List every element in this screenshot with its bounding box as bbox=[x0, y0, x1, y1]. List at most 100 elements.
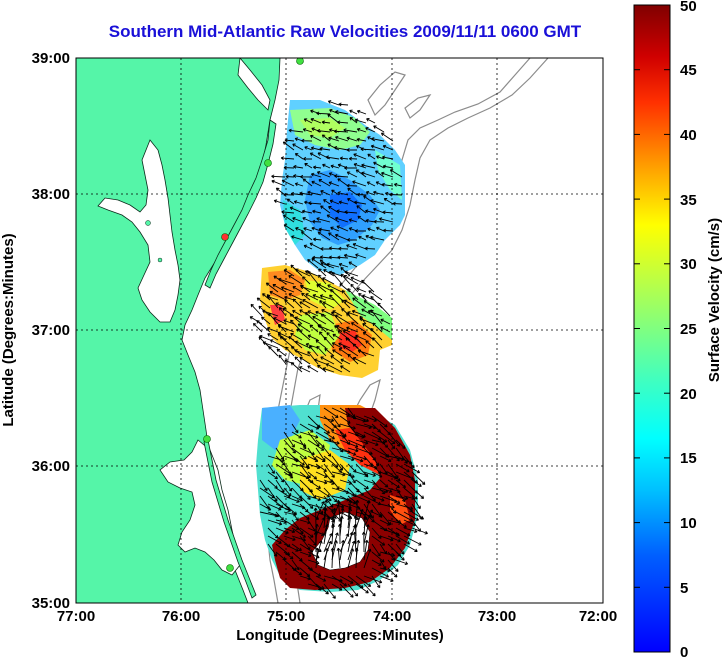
velocity-arrow bbox=[387, 439, 396, 450]
velocity-arrow bbox=[379, 487, 393, 493]
velocity-arrow bbox=[323, 479, 335, 485]
velocity-arrow bbox=[321, 120, 331, 125]
velocity-arrow bbox=[331, 271, 343, 285]
velocity-arrow bbox=[367, 227, 376, 232]
velocity-arrow bbox=[372, 337, 383, 349]
velocity-arrow bbox=[339, 423, 356, 430]
y-tick-label: 38:00 bbox=[32, 186, 70, 203]
velocity-arrow bbox=[290, 319, 303, 333]
velocity-arrow bbox=[338, 262, 349, 268]
velocity-arrow bbox=[381, 182, 394, 187]
velocity-arrow bbox=[331, 575, 348, 587]
velocity-arrow bbox=[323, 336, 335, 349]
velocity-arrow bbox=[339, 455, 355, 462]
velocity-arrow bbox=[268, 346, 279, 357]
velocity-arrow bbox=[273, 317, 287, 325]
velocity-arrow bbox=[302, 178, 313, 187]
velocity-arrow bbox=[291, 559, 300, 571]
velocity-arrow bbox=[320, 247, 331, 251]
velocity-arrow bbox=[370, 144, 385, 151]
velocity-arrow bbox=[380, 318, 391, 325]
colorbar-tick: 45 bbox=[680, 62, 697, 79]
velocity-arrow bbox=[283, 487, 292, 497]
map-title: Southern Mid-Atlantic Raw Velocities 200… bbox=[108, 22, 582, 41]
velocity-arrow bbox=[338, 342, 351, 349]
velocity-arrow bbox=[292, 309, 303, 317]
velocity-arrow bbox=[381, 171, 394, 178]
velocity-arrow bbox=[310, 134, 322, 142]
velocity-arrow bbox=[331, 415, 341, 428]
velocity-arrow bbox=[342, 330, 359, 341]
velocity-arrow bbox=[358, 235, 367, 241]
velocity-arrow bbox=[361, 279, 375, 293]
velocity-arrow bbox=[371, 471, 383, 478]
velocity-arrow bbox=[299, 487, 311, 500]
velocity-arrow bbox=[307, 310, 319, 317]
velocity-arrow bbox=[303, 244, 313, 250]
velocity-arrow bbox=[336, 324, 351, 333]
velocity-arrow bbox=[310, 172, 322, 178]
velocity-arrow bbox=[315, 495, 332, 502]
velocity-arrow bbox=[313, 237, 322, 242]
velocity-arrow bbox=[315, 547, 320, 569]
velocity-arrow bbox=[323, 423, 335, 432]
x-tick-label: 75:00 bbox=[267, 608, 305, 625]
velocity-arrow bbox=[339, 583, 354, 598]
velocity-arrow bbox=[319, 255, 331, 260]
velocity-arrow bbox=[340, 273, 351, 285]
velocity-arrow bbox=[267, 487, 278, 502]
velocity-arrow bbox=[346, 312, 359, 325]
velocity-arrow bbox=[403, 543, 418, 553]
colorbar-tick: 15 bbox=[680, 450, 697, 467]
velocity-arrow bbox=[267, 463, 275, 474]
velocity-arrow bbox=[307, 479, 321, 489]
velocity-arrow bbox=[267, 503, 282, 511]
velocity-arrow bbox=[278, 277, 295, 285]
outer-banks bbox=[203, 439, 257, 599]
velocity-arrow bbox=[358, 292, 367, 301]
velocity-arrow bbox=[331, 479, 340, 490]
y-tick-label: 36:00 bbox=[32, 458, 70, 475]
velocity-arrow bbox=[339, 575, 354, 584]
velocity-arrow bbox=[371, 479, 386, 495]
velocity-arrow bbox=[315, 310, 327, 317]
velocity-arrow bbox=[267, 333, 279, 341]
velocity-arrow bbox=[280, 156, 295, 160]
velocity-arrow bbox=[291, 495, 303, 502]
colorbar-tick: 40 bbox=[680, 127, 697, 144]
velocity-arrow bbox=[322, 277, 335, 285]
velocity-arrow bbox=[387, 551, 396, 561]
velocity-arrow bbox=[336, 225, 349, 232]
map-grid bbox=[76, 58, 603, 603]
velocity-arrow bbox=[355, 471, 368, 477]
velocity-arrow bbox=[371, 511, 383, 518]
velocity-arrow bbox=[403, 487, 418, 500]
velocity-arrow bbox=[299, 495, 314, 509]
velocity-arrow bbox=[282, 214, 295, 223]
colorbar-tick: 10 bbox=[680, 515, 697, 532]
velocity-arrow bbox=[382, 164, 394, 169]
velocity-arrow bbox=[392, 201, 403, 206]
velocity-arrow bbox=[315, 487, 331, 498]
velocity-arrow bbox=[344, 166, 358, 170]
velocity-arrow bbox=[267, 471, 279, 480]
velocity-arrow bbox=[378, 217, 394, 223]
velocity-arrow bbox=[411, 495, 421, 510]
velocity-arrow bbox=[342, 345, 359, 357]
velocity-arrow bbox=[347, 515, 353, 537]
velocity-arrow bbox=[271, 174, 286, 179]
velocity-arrow bbox=[324, 347, 335, 357]
velocity-arrow bbox=[347, 583, 359, 597]
velocity-arrow bbox=[355, 479, 369, 490]
velocity-arrow bbox=[259, 503, 272, 511]
velocity-arrow bbox=[303, 118, 313, 124]
velocity-arrow bbox=[387, 479, 400, 489]
velocity-arrow bbox=[317, 128, 331, 133]
velocity-arrow bbox=[328, 232, 340, 241]
velocity-arrow bbox=[335, 110, 349, 115]
x-axis-label: Longitude (Degrees:Minutes) bbox=[236, 627, 444, 644]
velocity-arrow bbox=[361, 531, 366, 553]
velocity-arrow bbox=[371, 415, 388, 428]
velocity-arrow bbox=[383, 198, 394, 205]
velocity-arrow bbox=[347, 471, 356, 484]
